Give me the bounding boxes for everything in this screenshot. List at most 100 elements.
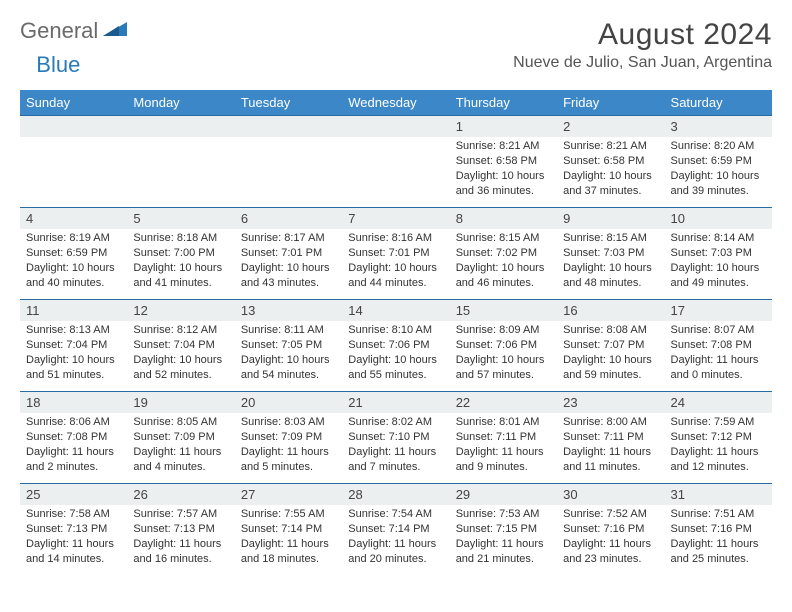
- sunset-line: Sunset: 7:08 PM: [26, 430, 121, 445]
- sunset-line: Sunset: 7:06 PM: [456, 338, 551, 353]
- sunset-line: Sunset: 7:09 PM: [241, 430, 336, 445]
- sunrise-line: Sunrise: 8:01 AM: [456, 415, 551, 430]
- day-data: Sunrise: 8:13 AMSunset: 7:04 PMDaylight:…: [20, 321, 127, 386]
- day-number: 12: [127, 299, 234, 321]
- day-data: Sunrise: 7:55 AMSunset: 7:14 PMDaylight:…: [235, 505, 342, 570]
- daylight-line: Daylight: 11 hours and 20 minutes.: [348, 537, 443, 567]
- calendar-cell: 22Sunrise: 8:01 AMSunset: 7:11 PMDayligh…: [450, 391, 557, 483]
- day-data: Sunrise: 8:03 AMSunset: 7:09 PMDaylight:…: [235, 413, 342, 478]
- day-data: Sunrise: 7:57 AMSunset: 7:13 PMDaylight:…: [127, 505, 234, 570]
- calendar-cell: 26Sunrise: 7:57 AMSunset: 7:13 PMDayligh…: [127, 483, 234, 575]
- empty-daynum: [20, 115, 127, 137]
- sunset-line: Sunset: 7:01 PM: [241, 246, 336, 261]
- daylight-line: Daylight: 11 hours and 21 minutes.: [456, 537, 551, 567]
- sunrise-line: Sunrise: 7:51 AM: [671, 507, 766, 522]
- sunset-line: Sunset: 7:15 PM: [456, 522, 551, 537]
- day-data: Sunrise: 7:54 AMSunset: 7:14 PMDaylight:…: [342, 505, 449, 570]
- calendar-cell: 10Sunrise: 8:14 AMSunset: 7:03 PMDayligh…: [665, 207, 772, 299]
- daylight-line: Daylight: 11 hours and 2 minutes.: [26, 445, 121, 475]
- logo-text-general: General: [20, 18, 98, 44]
- calendar-cell: 27Sunrise: 7:55 AMSunset: 7:14 PMDayligh…: [235, 483, 342, 575]
- sunset-line: Sunset: 7:12 PM: [671, 430, 766, 445]
- daylight-line: Daylight: 10 hours and 52 minutes.: [133, 353, 228, 383]
- calendar-row: 1Sunrise: 8:21 AMSunset: 6:58 PMDaylight…: [20, 115, 772, 207]
- day-data: Sunrise: 8:20 AMSunset: 6:59 PMDaylight:…: [665, 137, 772, 202]
- calendar-row: 11Sunrise: 8:13 AMSunset: 7:04 PMDayligh…: [20, 299, 772, 391]
- sunset-line: Sunset: 7:13 PM: [26, 522, 121, 537]
- sunrise-line: Sunrise: 7:53 AM: [456, 507, 551, 522]
- day-number: 17: [665, 299, 772, 321]
- day-number: 24: [665, 391, 772, 413]
- day-number: 18: [20, 391, 127, 413]
- calendar-cell: 8Sunrise: 8:15 AMSunset: 7:02 PMDaylight…: [450, 207, 557, 299]
- day-data: Sunrise: 7:51 AMSunset: 7:16 PMDaylight:…: [665, 505, 772, 570]
- calendar-cell: [127, 115, 234, 207]
- day-number: 23: [557, 391, 664, 413]
- daylight-line: Daylight: 11 hours and 14 minutes.: [26, 537, 121, 567]
- sunrise-line: Sunrise: 8:08 AM: [563, 323, 658, 338]
- sunrise-line: Sunrise: 8:21 AM: [456, 139, 551, 154]
- calendar-cell: 28Sunrise: 7:54 AMSunset: 7:14 PMDayligh…: [342, 483, 449, 575]
- day-data: Sunrise: 8:06 AMSunset: 7:08 PMDaylight:…: [20, 413, 127, 478]
- sunrise-line: Sunrise: 8:21 AM: [563, 139, 658, 154]
- calendar-cell: 12Sunrise: 8:12 AMSunset: 7:04 PMDayligh…: [127, 299, 234, 391]
- daylight-line: Daylight: 10 hours and 40 minutes.: [26, 261, 121, 291]
- daylight-line: Daylight: 11 hours and 7 minutes.: [348, 445, 443, 475]
- sunset-line: Sunset: 6:58 PM: [563, 154, 658, 169]
- sunrise-line: Sunrise: 8:02 AM: [348, 415, 443, 430]
- day-number: 9: [557, 207, 664, 229]
- weekday-header: Sunday: [20, 90, 127, 115]
- sunset-line: Sunset: 7:03 PM: [671, 246, 766, 261]
- day-data: Sunrise: 8:12 AMSunset: 7:04 PMDaylight:…: [127, 321, 234, 386]
- sunrise-line: Sunrise: 8:15 AM: [456, 231, 551, 246]
- day-data: Sunrise: 8:21 AMSunset: 6:58 PMDaylight:…: [557, 137, 664, 202]
- calendar-cell: 15Sunrise: 8:09 AMSunset: 7:06 PMDayligh…: [450, 299, 557, 391]
- calendar-cell: 6Sunrise: 8:17 AMSunset: 7:01 PMDaylight…: [235, 207, 342, 299]
- day-number: 13: [235, 299, 342, 321]
- sunset-line: Sunset: 7:05 PM: [241, 338, 336, 353]
- day-data: Sunrise: 8:16 AMSunset: 7:01 PMDaylight:…: [342, 229, 449, 294]
- day-data: Sunrise: 8:17 AMSunset: 7:01 PMDaylight:…: [235, 229, 342, 294]
- calendar-cell: 30Sunrise: 7:52 AMSunset: 7:16 PMDayligh…: [557, 483, 664, 575]
- daylight-line: Daylight: 10 hours and 41 minutes.: [133, 261, 228, 291]
- daylight-line: Daylight: 11 hours and 0 minutes.: [671, 353, 766, 383]
- sunrise-line: Sunrise: 7:57 AM: [133, 507, 228, 522]
- day-data: Sunrise: 8:15 AMSunset: 7:03 PMDaylight:…: [557, 229, 664, 294]
- calendar-cell: 17Sunrise: 8:07 AMSunset: 7:08 PMDayligh…: [665, 299, 772, 391]
- day-data: Sunrise: 7:59 AMSunset: 7:12 PMDaylight:…: [665, 413, 772, 478]
- calendar-cell: 7Sunrise: 8:16 AMSunset: 7:01 PMDaylight…: [342, 207, 449, 299]
- day-data: Sunrise: 8:10 AMSunset: 7:06 PMDaylight:…: [342, 321, 449, 386]
- sunrise-line: Sunrise: 8:03 AM: [241, 415, 336, 430]
- sunrise-line: Sunrise: 8:10 AM: [348, 323, 443, 338]
- sunrise-line: Sunrise: 8:11 AM: [241, 323, 336, 338]
- sunset-line: Sunset: 7:01 PM: [348, 246, 443, 261]
- logo: General: [20, 18, 131, 44]
- daylight-line: Daylight: 10 hours and 49 minutes.: [671, 261, 766, 291]
- weekday-header: Monday: [127, 90, 234, 115]
- calendar-cell: [235, 115, 342, 207]
- sunset-line: Sunset: 7:04 PM: [133, 338, 228, 353]
- day-number: 27: [235, 483, 342, 505]
- daylight-line: Daylight: 11 hours and 4 minutes.: [133, 445, 228, 475]
- weekday-header: Friday: [557, 90, 664, 115]
- daylight-line: Daylight: 10 hours and 44 minutes.: [348, 261, 443, 291]
- day-data: Sunrise: 8:19 AMSunset: 6:59 PMDaylight:…: [20, 229, 127, 294]
- calendar-cell: 24Sunrise: 7:59 AMSunset: 7:12 PMDayligh…: [665, 391, 772, 483]
- calendar-cell: 2Sunrise: 8:21 AMSunset: 6:58 PMDaylight…: [557, 115, 664, 207]
- day-data: Sunrise: 8:18 AMSunset: 7:00 PMDaylight:…: [127, 229, 234, 294]
- daylight-line: Daylight: 10 hours and 54 minutes.: [241, 353, 336, 383]
- sunrise-line: Sunrise: 8:12 AM: [133, 323, 228, 338]
- sunrise-line: Sunrise: 8:07 AM: [671, 323, 766, 338]
- calendar-cell: 9Sunrise: 8:15 AMSunset: 7:03 PMDaylight…: [557, 207, 664, 299]
- day-data: Sunrise: 8:15 AMSunset: 7:02 PMDaylight:…: [450, 229, 557, 294]
- day-data: Sunrise: 8:08 AMSunset: 7:07 PMDaylight:…: [557, 321, 664, 386]
- sunrise-line: Sunrise: 7:59 AM: [671, 415, 766, 430]
- weekday-header: Thursday: [450, 90, 557, 115]
- empty-daynum: [235, 115, 342, 137]
- day-number: 19: [127, 391, 234, 413]
- month-title: August 2024: [513, 18, 772, 52]
- day-number: 26: [127, 483, 234, 505]
- sunset-line: Sunset: 6:59 PM: [671, 154, 766, 169]
- daylight-line: Daylight: 10 hours and 51 minutes.: [26, 353, 121, 383]
- day-data: Sunrise: 7:58 AMSunset: 7:13 PMDaylight:…: [20, 505, 127, 570]
